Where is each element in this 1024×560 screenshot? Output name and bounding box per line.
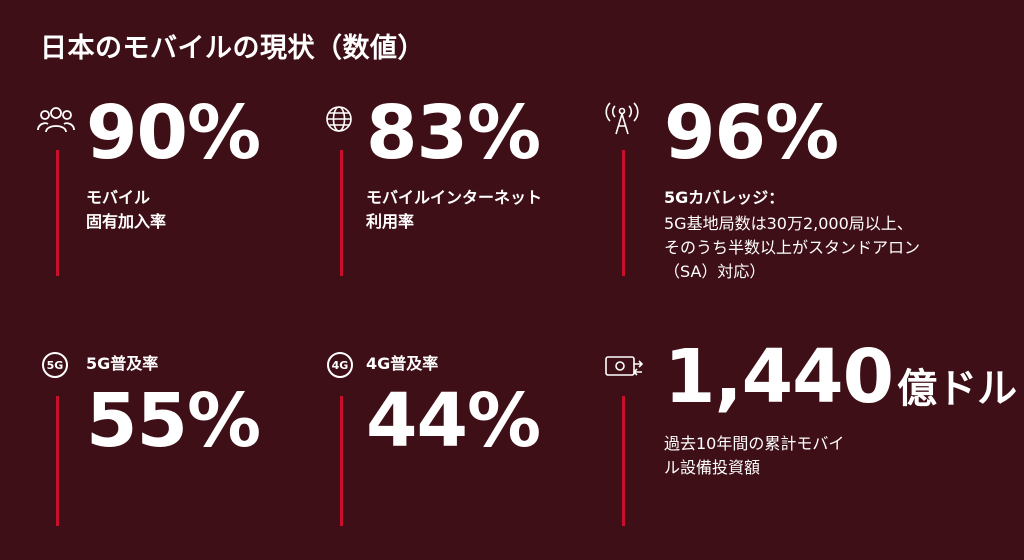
stat-value: 83% [366,90,541,176]
stat-label: 5G普及率 [86,354,159,373]
5g-icon: 5G [42,352,68,378]
stat-label: 5Gカバレッジ： [664,188,785,207]
stat-desc-line-1: 過去10年間の累計モバイ [664,434,845,453]
stat-value: 1,440 億ドル [664,340,1017,414]
stat-value: 55% [86,378,261,464]
stat-label-line-1: モバイルインターネット [366,188,543,207]
page-title: 日本のモバイルの現状（数値） [40,33,425,64]
stat-value-unit: 億ドル [897,366,1018,412]
stat-label: 4G普及率 [366,354,439,373]
stat-value-number: 1,440 [664,334,894,420]
people-icon [37,107,75,133]
stat-desc-line-2: そのうち半数以上がスタンドアロン [664,238,921,257]
stat-label-line-1: モバイル [86,188,151,207]
stat-label-line-2: 利用率 [366,212,415,231]
globe-icon [326,106,352,132]
accent-line [56,150,59,276]
4g-icon: 4G [327,352,353,378]
stat-label-line-2: 固有加入率 [86,212,167,231]
accent-line [340,150,343,276]
accent-line [622,150,625,276]
stat-desc-line-3: （SA）対応） [664,262,766,281]
stat-value: 44% [366,378,541,464]
stat-desc-line-2: ル設備投資額 [664,458,761,477]
accent-line [622,396,625,526]
antenna-icon [605,102,639,135]
accent-line [340,396,343,526]
stat-value: 90% [86,90,261,176]
stat-desc-line-1: 5G基地局数は30万2,000局以上、 [664,214,913,233]
stat-value: 96% [664,90,839,176]
accent-line [56,396,59,526]
money-icon [605,356,644,376]
